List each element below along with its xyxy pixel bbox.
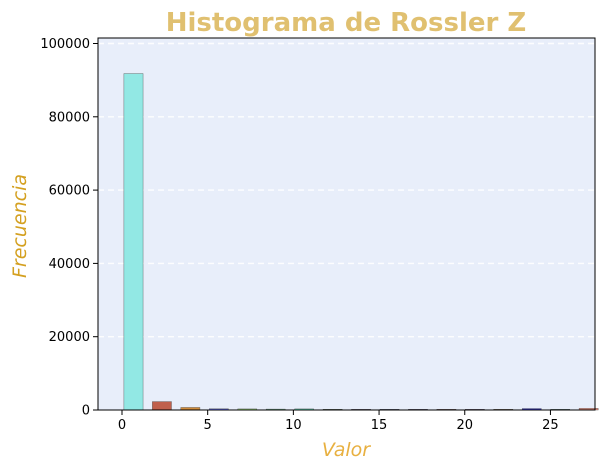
x-tick-label: 10	[285, 418, 302, 433]
x-tick-label: 20	[456, 418, 473, 433]
axes-frame	[97, 37, 596, 411]
y-tick-label: 60000	[49, 184, 90, 199]
x-tick-label: 5	[204, 418, 212, 433]
x-axis-label: Valor	[322, 439, 371, 461]
y-tick-label: 100000	[40, 37, 90, 52]
histogram-bar	[123, 73, 144, 411]
y-tick-label: 0	[82, 404, 90, 419]
x-tick-label: 15	[371, 418, 388, 433]
plot-background	[98, 38, 595, 410]
plot-area: 0 20000 40000 60000 80000 100000 0 5 10 15 20 25	[40, 37, 599, 433]
chart-title: Histograma de Rossler Z	[166, 8, 527, 38]
histogram-bar	[152, 401, 172, 411]
y-tick-label: 40000	[49, 257, 90, 272]
y-tick-label: 20000	[49, 330, 90, 345]
y-axis-label: Frecuencia	[9, 174, 31, 278]
x-tick-label: 25	[542, 418, 559, 433]
y-tick-label: 80000	[49, 110, 90, 125]
x-tick-label: 0	[118, 418, 126, 433]
